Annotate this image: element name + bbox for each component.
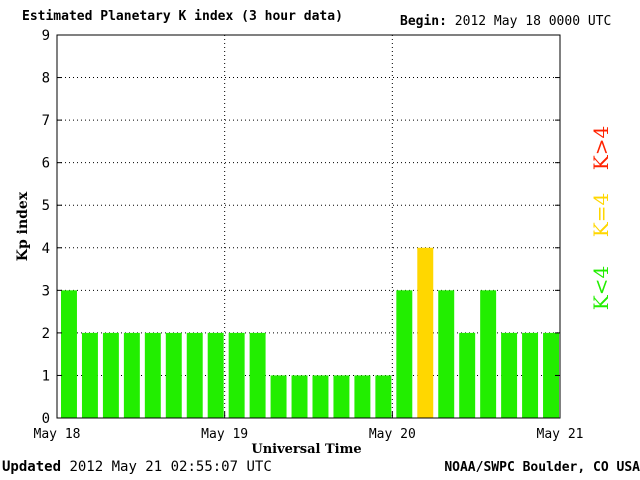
y-tick-label: 0 [42, 411, 50, 427]
x-tick-label: May 20 [369, 427, 416, 442]
kp-bar [459, 332, 476, 418]
y-tick-label: 6 [42, 156, 50, 172]
kp-bar [543, 332, 559, 418]
y-tick-label: 3 [42, 283, 50, 299]
kp-bar [81, 332, 98, 418]
legend-entry: K>4 [589, 126, 613, 170]
chart-title: Estimated Planetary K index (3 hour data… [22, 9, 343, 24]
y-tick-label: 5 [42, 198, 50, 214]
legend-entry: K<4 [589, 266, 613, 310]
kp-bar [165, 332, 182, 418]
kp-bar [249, 332, 266, 418]
kp-bar [438, 290, 455, 418]
kp-bar [417, 247, 434, 418]
legend-entry: K=4 [589, 193, 613, 237]
plot-frame [56, 34, 561, 419]
kp-bar [144, 332, 161, 418]
y-tick-label: 4 [42, 241, 50, 257]
begin-label: Begin: [400, 14, 447, 29]
updated-time: Updated 2012 May 21 02:55:07 UTC [2, 459, 272, 475]
kp-bar [312, 375, 329, 418]
kp-bar [501, 332, 518, 418]
kp-bar [228, 332, 245, 418]
kp-bar [480, 290, 497, 418]
begin-time: Begin: 2012 May 18 0000 UTC [400, 14, 611, 29]
kp-bar [123, 332, 140, 418]
kp-bar [186, 332, 203, 418]
updated-label: Updated [2, 459, 62, 475]
kp-bar [522, 332, 539, 418]
y-tick-label: 2 [42, 326, 50, 342]
kp-bar [354, 375, 371, 418]
kp-bar [270, 375, 287, 418]
source-credit: NOAA/SWPC Boulder, CO USA [444, 460, 640, 475]
y-axis-label: Kp index [15, 191, 31, 261]
kp-bar [61, 290, 77, 418]
x-tick-label: May 18 [34, 427, 81, 442]
kp-bar [375, 375, 392, 418]
kp-bar [333, 375, 350, 418]
y-tick-label: 7 [42, 113, 50, 129]
x-axis-label: Universal Time [251, 442, 361, 457]
y-tick-label: 8 [42, 71, 50, 87]
kp-bar [102, 332, 119, 418]
y-tick-label: 1 [42, 368, 50, 384]
x-tick-label: May 21 [537, 427, 584, 442]
begin-value: 2012 May 18 0000 UTC [454, 14, 612, 29]
y-tick-label: 9 [42, 28, 50, 44]
kp-bar [291, 375, 308, 418]
x-tick-label: May 19 [201, 427, 248, 442]
updated-value: 2012 May 21 02:55:07 UTC [69, 459, 272, 475]
kp-bar [396, 290, 413, 418]
kp-bar [207, 332, 224, 418]
